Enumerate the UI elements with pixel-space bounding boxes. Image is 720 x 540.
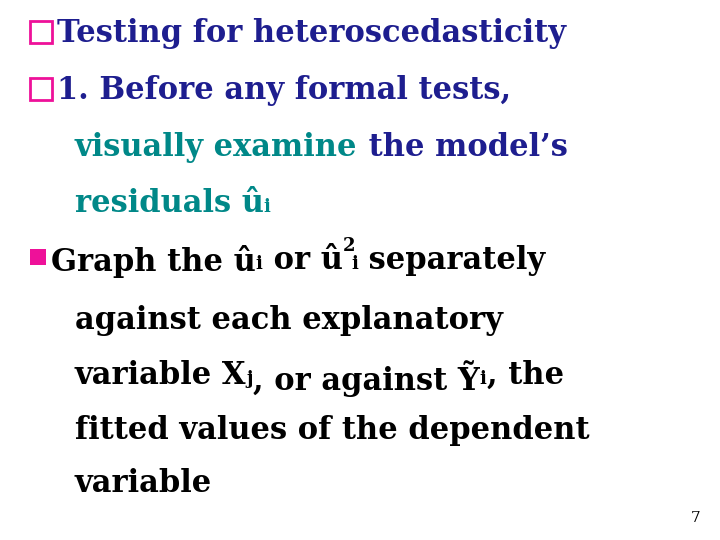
Text: i: i [480, 370, 487, 388]
Text: the model’s: the model’s [358, 132, 567, 163]
Bar [30, 78, 52, 100]
Text: fitted values of the dependent: fitted values of the dependent [75, 415, 590, 446]
Text: j: j [247, 370, 253, 388]
Text: separately: separately [358, 245, 545, 276]
Text: Graph the û: Graph the û [51, 245, 256, 278]
Text: i: i [264, 198, 271, 216]
Bar [30, 249, 46, 265]
Text: 2: 2 [343, 237, 355, 255]
Text: Testing for heteroscedasticity: Testing for heteroscedasticity [57, 18, 566, 49]
Text: , the: , the [487, 360, 564, 391]
Bar [30, 21, 52, 43]
Text: visually examine: visually examine [75, 132, 358, 163]
Text: i: i [351, 255, 358, 273]
Text: against each explanatory: against each explanatory [75, 305, 503, 336]
Text: 1. Before any formal tests,: 1. Before any formal tests, [57, 75, 511, 106]
Text: , or against Ỹ: , or against Ỹ [253, 360, 480, 397]
Text: i: i [256, 255, 263, 273]
Text: or û: or û [263, 245, 343, 276]
Text: 7: 7 [690, 511, 700, 525]
Text: residuals û: residuals û [75, 188, 264, 219]
Text: variable: variable [75, 468, 212, 499]
Text: variable X: variable X [75, 360, 247, 391]
